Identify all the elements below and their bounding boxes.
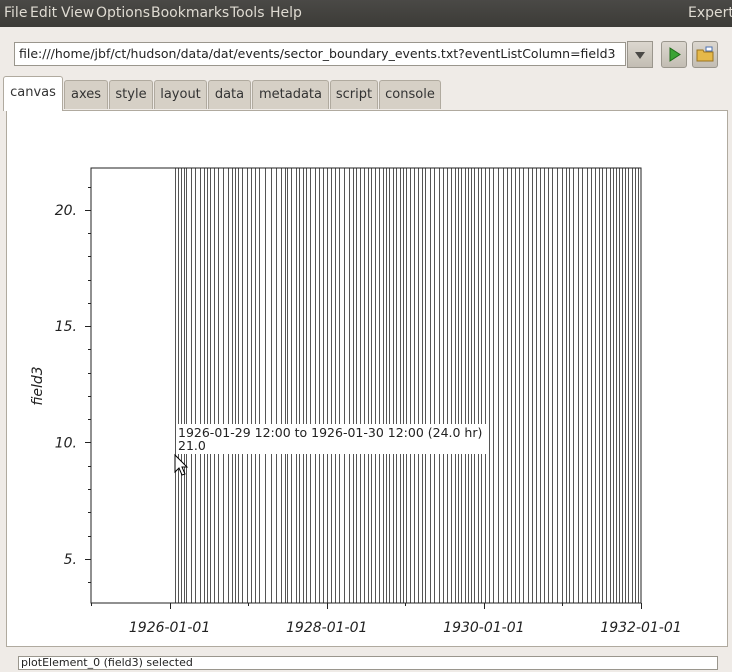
menu-view[interactable]: View [61, 5, 95, 21]
url-input[interactable]: file:///home/jbf/ct/hudson/data/dat/even… [14, 42, 626, 66]
menu-options[interactable]: Options [96, 5, 151, 21]
tab-script[interactable]: script [330, 80, 378, 109]
tab-style[interactable]: style [109, 80, 153, 109]
menu-bookmarks[interactable]: Bookmarks [151, 5, 230, 21]
canvas-panel [6, 110, 728, 647]
tooltip: 1926-01-29 12:00 to 1926-01-30 12:00 (24… [176, 424, 486, 454]
mouse-cursor-icon [174, 453, 189, 476]
plot-frame[interactable] [90, 167, 642, 604]
x-tick-label: 1930-01-01 [443, 620, 524, 636]
status-bar: plotElement_0 (field3) selected [18, 656, 718, 670]
tab-console[interactable]: console [379, 80, 441, 109]
tab-layout[interactable]: layout [154, 80, 207, 109]
x-tick-label: 1926-01-01 [129, 620, 210, 636]
menubar: File Edit View Options Bookmarks Tools H… [0, 0, 732, 27]
y-tick-label: 15. [55, 319, 77, 335]
y-tick-label: 5. [64, 552, 77, 568]
url-history-dropdown-button[interactable] [627, 41, 653, 68]
x-axis[interactable]: 1926-01-01 1928-01-01 1930-01-01 1932-01-01 [91, 603, 682, 636]
tab-axes[interactable]: axes [64, 80, 108, 109]
y-axis[interactable]: 5. 10. 15. 20. [55, 187, 91, 583]
go-button[interactable] [661, 41, 687, 68]
open-file-button[interactable] [692, 41, 718, 68]
folder-open-icon [696, 46, 714, 62]
tab-canvas[interactable]: canvas [3, 76, 63, 111]
event-lines [175, 168, 639, 603]
x-tick-label: 1932-01-01 [600, 620, 681, 636]
menu-edit[interactable]: Edit [30, 5, 58, 21]
menu-expert[interactable]: Expert [688, 5, 732, 21]
y-tick-label: 10. [55, 435, 77, 451]
x-tick-label: 1928-01-01 [286, 620, 367, 636]
tooltip-line-2: 21.0 [178, 438, 206, 453]
menu-tools[interactable]: Tools [230, 5, 265, 21]
tooltip-line-1: 1926-01-29 12:00 to 1926-01-30 12:00 (24… [178, 425, 482, 440]
tab-metadata[interactable]: metadata [252, 80, 329, 109]
y-tick-label: 20. [55, 203, 77, 219]
chevron-down-icon [635, 52, 645, 59]
tab-data[interactable]: data [208, 80, 251, 109]
menu-file[interactable]: File [4, 5, 28, 21]
play-icon [669, 47, 681, 62]
menu-help[interactable]: Help [270, 5, 302, 21]
y-axis-label: field3 [30, 366, 46, 405]
